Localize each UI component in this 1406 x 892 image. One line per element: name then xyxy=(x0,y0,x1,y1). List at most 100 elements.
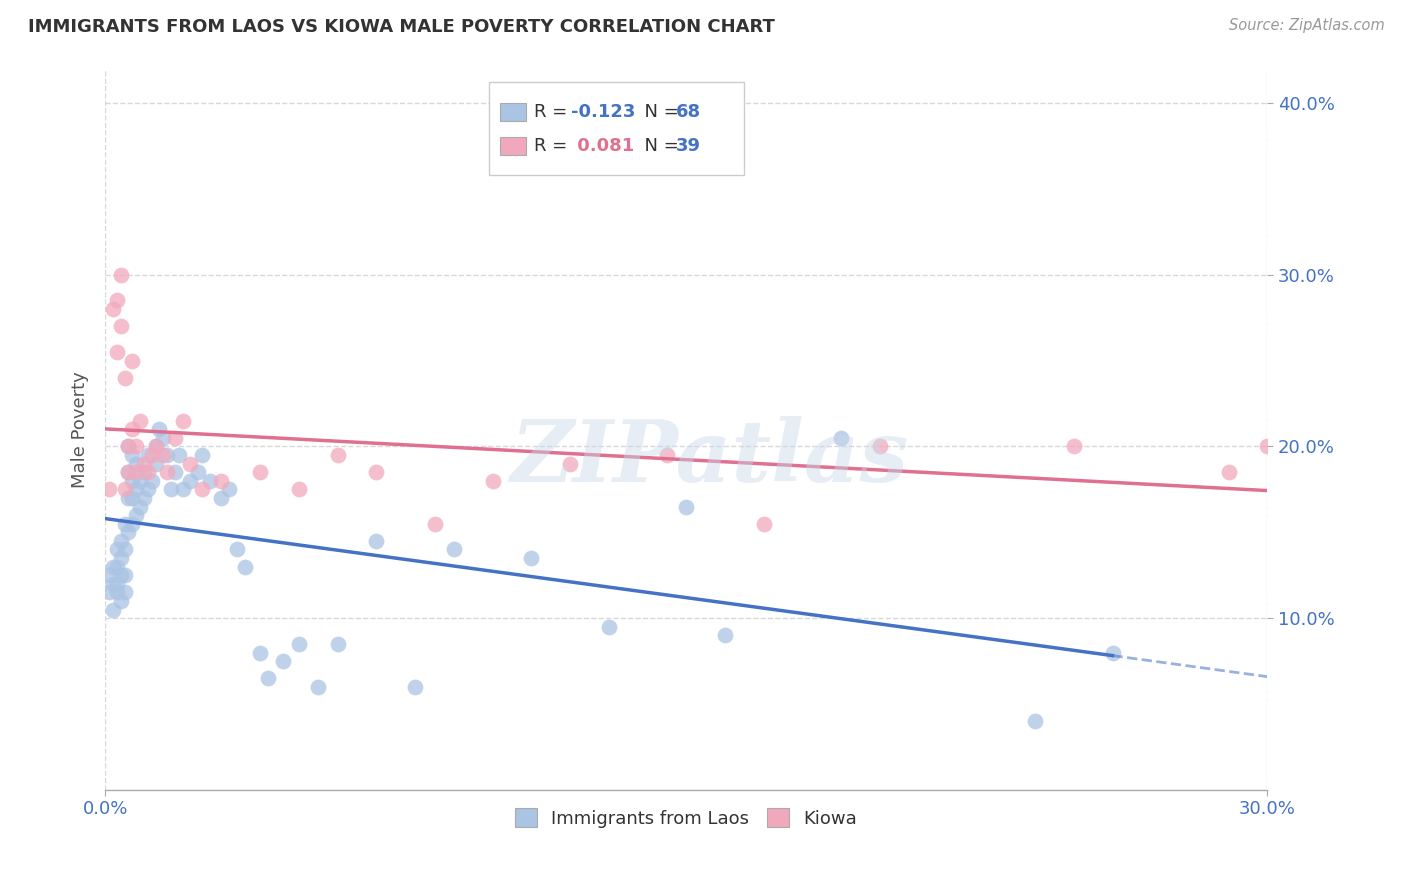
Text: N =: N = xyxy=(633,136,685,154)
Point xyxy=(110,568,132,582)
Point xyxy=(101,301,124,316)
Point xyxy=(830,431,852,445)
Point xyxy=(141,474,163,488)
Point xyxy=(114,370,136,384)
Point xyxy=(179,474,201,488)
Point xyxy=(121,474,143,488)
Text: Source: ZipAtlas.com: Source: ZipAtlas.com xyxy=(1229,18,1385,33)
Point xyxy=(187,465,209,479)
Point xyxy=(598,620,620,634)
Point xyxy=(132,465,155,479)
Point xyxy=(105,559,128,574)
Point xyxy=(136,448,159,462)
Point xyxy=(326,637,349,651)
Point xyxy=(163,465,186,479)
Point xyxy=(257,671,280,685)
Point xyxy=(249,465,271,479)
Point xyxy=(288,637,311,651)
Point xyxy=(101,559,124,574)
Point xyxy=(145,439,167,453)
Point xyxy=(105,576,128,591)
Point xyxy=(105,293,128,308)
Point xyxy=(110,533,132,548)
Point xyxy=(152,448,174,462)
Point xyxy=(326,448,349,462)
Point xyxy=(129,474,152,488)
Point xyxy=(98,585,121,599)
Point xyxy=(136,465,159,479)
Point xyxy=(233,559,256,574)
Point xyxy=(132,491,155,505)
Point xyxy=(156,448,179,462)
Point xyxy=(125,508,148,522)
Point xyxy=(869,439,891,453)
Point xyxy=(114,585,136,599)
Point xyxy=(1256,439,1278,453)
Point xyxy=(105,345,128,359)
Text: 0.081: 0.081 xyxy=(571,136,634,154)
Point xyxy=(198,474,221,488)
Point xyxy=(125,457,148,471)
Point xyxy=(226,542,249,557)
Point xyxy=(132,457,155,471)
Point xyxy=(101,576,124,591)
Point xyxy=(110,594,132,608)
Point xyxy=(145,439,167,453)
Point xyxy=(117,439,139,453)
Text: R =: R = xyxy=(534,103,574,120)
Point xyxy=(121,448,143,462)
Point xyxy=(114,483,136,497)
Legend: Immigrants from Laos, Kiowa: Immigrants from Laos, Kiowa xyxy=(508,801,865,835)
Point xyxy=(98,568,121,582)
Point xyxy=(110,268,132,282)
Point xyxy=(117,525,139,540)
Point xyxy=(249,646,271,660)
Y-axis label: Male Poverty: Male Poverty xyxy=(72,371,89,488)
Text: IMMIGRANTS FROM LAOS VS KIOWA MALE POVERTY CORRELATION CHART: IMMIGRANTS FROM LAOS VS KIOWA MALE POVER… xyxy=(28,18,775,36)
Point xyxy=(125,465,148,479)
Point xyxy=(141,448,163,462)
Point xyxy=(404,680,426,694)
Point xyxy=(167,448,190,462)
Point xyxy=(273,654,295,668)
Point xyxy=(1063,439,1085,453)
Point xyxy=(121,422,143,436)
Point xyxy=(191,483,214,497)
Point xyxy=(136,483,159,497)
Point xyxy=(129,500,152,514)
Point xyxy=(675,500,697,514)
Point xyxy=(558,457,581,471)
Point xyxy=(163,431,186,445)
Point xyxy=(117,465,139,479)
Point xyxy=(160,483,183,497)
Text: R =: R = xyxy=(534,136,574,154)
Point xyxy=(443,542,465,557)
Bar xyxy=(501,137,526,155)
Text: 39: 39 xyxy=(676,136,700,154)
Point xyxy=(101,602,124,616)
Point xyxy=(148,422,170,436)
Point xyxy=(218,483,240,497)
Text: ZIPatlas: ZIPatlas xyxy=(510,417,908,500)
Point xyxy=(114,542,136,557)
Point xyxy=(655,448,678,462)
Point xyxy=(114,516,136,531)
Point xyxy=(117,491,139,505)
Text: N =: N = xyxy=(633,103,685,120)
Bar xyxy=(501,103,526,121)
Point xyxy=(172,414,194,428)
Point xyxy=(366,465,388,479)
Text: -0.123: -0.123 xyxy=(571,103,636,120)
Point xyxy=(114,568,136,582)
Text: 68: 68 xyxy=(676,103,702,120)
Point xyxy=(172,483,194,497)
Point xyxy=(152,431,174,445)
Point xyxy=(121,353,143,368)
Bar xyxy=(489,81,744,176)
Point xyxy=(209,474,232,488)
Point xyxy=(129,414,152,428)
Point xyxy=(121,516,143,531)
Point xyxy=(179,457,201,471)
Point xyxy=(110,551,132,566)
Point xyxy=(125,439,148,453)
